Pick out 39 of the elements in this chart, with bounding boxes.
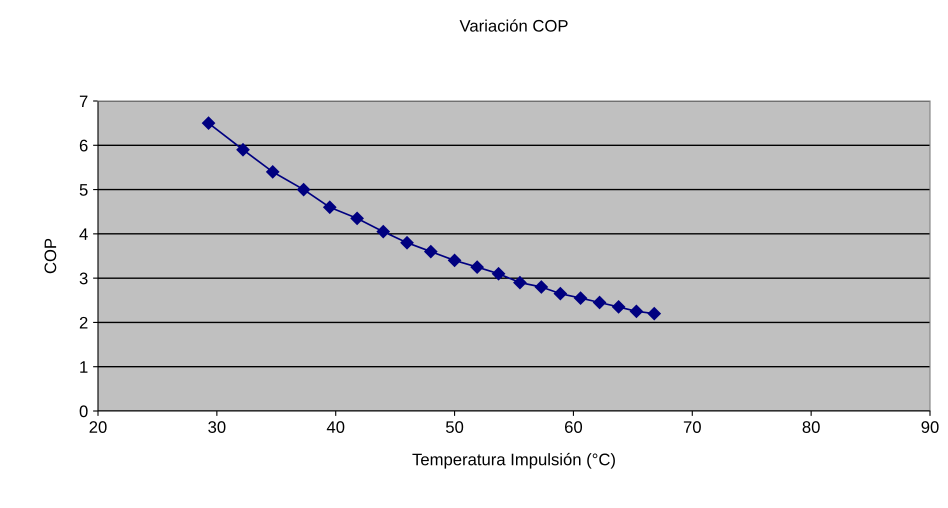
point xyxy=(648,306,661,320)
point xyxy=(323,200,336,214)
x-tick-label: 60 xyxy=(565,421,582,433)
point xyxy=(202,116,216,130)
x-axis-title: Temperatura Impulsión (°C) xyxy=(412,452,615,469)
y-tick-label: 2 xyxy=(80,316,88,328)
x-tick-label: 50 xyxy=(446,421,464,433)
y-tick-label: 6 xyxy=(80,140,88,152)
point xyxy=(448,254,462,268)
x-tick-label: 80 xyxy=(802,421,820,433)
chart-title: Variación COP xyxy=(460,19,568,32)
point xyxy=(236,143,250,156)
point xyxy=(513,276,527,290)
point xyxy=(574,291,588,305)
x-tick-label: 70 xyxy=(684,421,701,433)
y-tick-label: 0 xyxy=(80,405,88,418)
point xyxy=(350,212,364,225)
y-tick-label: 7 xyxy=(80,96,88,108)
y-tick-label: 1 xyxy=(80,361,88,373)
x-tick-label: 40 xyxy=(326,421,344,433)
y-axis-title: COP xyxy=(44,238,56,274)
point xyxy=(630,304,644,318)
point xyxy=(534,280,548,294)
y-tick-label: 5 xyxy=(80,184,88,196)
point xyxy=(492,267,506,280)
point xyxy=(266,165,280,178)
point xyxy=(470,260,484,274)
point xyxy=(400,236,414,250)
y-tick-label: 4 xyxy=(79,228,88,240)
x-tick-label: 90 xyxy=(922,421,939,433)
point xyxy=(424,244,438,258)
point xyxy=(592,296,606,310)
y-tick-label: 3 xyxy=(80,272,88,284)
point xyxy=(376,225,390,238)
point xyxy=(612,300,626,314)
x-tick-label: 30 xyxy=(208,421,226,433)
point xyxy=(297,182,310,196)
x-tick-label: 20 xyxy=(90,421,107,433)
point xyxy=(554,287,567,300)
